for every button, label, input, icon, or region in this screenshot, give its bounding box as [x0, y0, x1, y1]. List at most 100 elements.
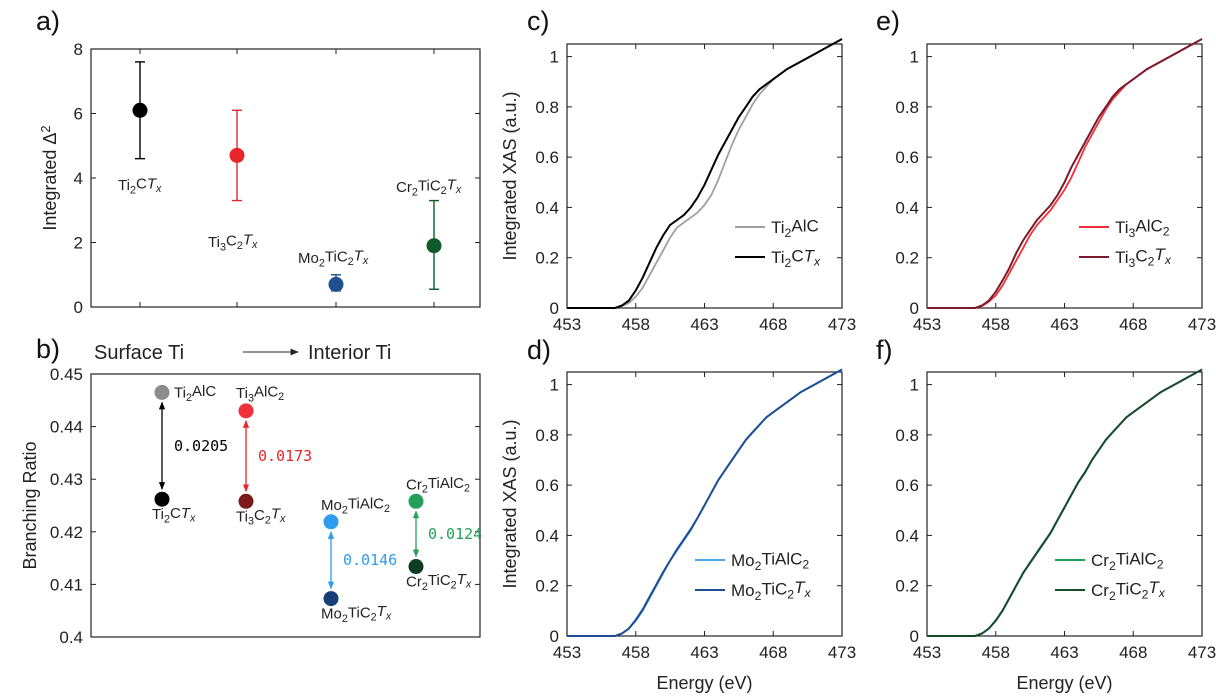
panel-label: b)	[36, 334, 60, 364]
panel-d: 0 0.2 0.4 0.6 0.8 1 453 458 463 468 473 d) Integrate…	[500, 335, 856, 693]
difference-label: 0.0205	[174, 437, 228, 455]
x-tick-label: 468	[759, 643, 787, 662]
point-label: Ti2CTx	[118, 176, 162, 197]
y-tick-label: 0	[550, 627, 559, 646]
x-tick-label: 453	[553, 643, 581, 662]
y-tick-label: 1	[550, 376, 559, 395]
x-tick-label: 463	[1050, 315, 1078, 334]
panel-label: c)	[527, 6, 550, 36]
mxene-label: Ti3C2Tx	[236, 506, 286, 528]
x-tick-label: 473	[1188, 315, 1216, 334]
data-point	[229, 147, 245, 163]
x-tick-label: 468	[1119, 643, 1147, 662]
x-axis-label: Energy (eV)	[1016, 673, 1112, 693]
x-tick-label: 473	[1188, 643, 1216, 662]
max-phase-label: Ti2AlC	[174, 383, 216, 404]
point-label: Cr2TiC2Tx	[396, 176, 462, 198]
legend-label: Ti3AlC2	[1115, 216, 1170, 239]
y-tick-label: 1	[910, 376, 919, 395]
y-tick-label: 1	[550, 48, 559, 67]
data-point-max-phase	[408, 493, 424, 509]
panel-label: a)	[36, 6, 60, 36]
panel-label: d)	[527, 335, 551, 365]
data-point-mxene	[408, 559, 424, 575]
x-tick-label: 453	[913, 643, 941, 662]
x-axis-label: Energy (eV)	[656, 673, 752, 693]
max-phase-label: Mo2TiAlC2	[321, 495, 390, 516]
y-tick-label: 0	[550, 299, 559, 318]
x-tick-label: 458	[982, 315, 1010, 334]
series-line	[567, 38, 843, 309]
data-point	[132, 102, 148, 118]
panel-label: e)	[876, 6, 900, 36]
data-point-max-phase	[154, 384, 170, 400]
y-tick-label: 0.2	[535, 577, 559, 596]
x-tick-label: 463	[1050, 643, 1078, 662]
y-tick-label: 0	[910, 627, 919, 646]
legend-label: Ti3C2Tx	[1115, 245, 1172, 270]
x-tick-label: 458	[622, 643, 650, 662]
y-tick-label: 0.2	[535, 249, 559, 268]
panel-c: 0 0.2 0.4 0.6 0.8 1 453 458 463 468 473 c) Integrate…	[500, 6, 856, 334]
data-point-max-phase	[323, 514, 339, 530]
x-tick-label: 468	[1119, 315, 1147, 334]
data-point-max-phase	[238, 403, 254, 419]
y-tick-label: 0.2	[895, 577, 919, 596]
series-line	[567, 38, 843, 309]
y-tick-label: 0.42	[50, 523, 83, 542]
series-line	[927, 38, 1203, 309]
point-label: Ti3C2Tx	[208, 231, 258, 253]
panel-label: f)	[876, 335, 893, 365]
y-tick-label: 0.4	[895, 526, 919, 545]
y-tick-label: 0.6	[535, 476, 559, 495]
data-point-mxene	[238, 493, 254, 509]
y-tick-label: 0.6	[895, 148, 919, 167]
series-line	[927, 368, 1203, 637]
x-tick-label: 473	[828, 643, 856, 662]
interior-caption: Interior Ti	[308, 342, 391, 364]
y-tick-label: 0.41	[50, 575, 83, 594]
mxene-label: Ti2CTx	[152, 505, 196, 526]
y-tick-label: 0.8	[535, 426, 559, 445]
plot-frame	[566, 43, 843, 309]
x-tick-label: 468	[759, 315, 787, 334]
plot-frame	[90, 373, 481, 638]
x-tick-label: 458	[982, 643, 1010, 662]
y-tick-label: 0.8	[895, 426, 919, 445]
y-tick-label: 0.4	[535, 526, 559, 545]
legend-label: Ti2CTx	[771, 246, 821, 269]
y-tick-label: 0	[910, 299, 919, 318]
panel-b: 0.4 0.41 0.42 0.43 0.44 0.45b) Branching Ratio…	[20, 334, 482, 647]
y-tick-label: 6	[74, 105, 83, 124]
difference-label: 0.0124	[428, 525, 482, 543]
point-label: Mo2TiC2Tx	[298, 247, 369, 269]
y-tick-label: 8	[74, 40, 83, 59]
y-tick-label: 0.45	[50, 365, 83, 384]
panel-f: 0 0.2 0.4 0.6 0.8 1 453 458 463 468 473 f) Energy (e…	[876, 335, 1216, 693]
y-tick-label: 0.8	[895, 98, 919, 117]
x-tick-label: 458	[622, 315, 650, 334]
legend-label: Ti2AlC	[771, 216, 819, 239]
max-phase-label: Cr2TiAlC2	[406, 475, 470, 496]
data-point-mxene	[323, 591, 339, 607]
x-tick-label: 463	[690, 643, 718, 662]
legend-label: Cr2TiC2Tx	[1091, 578, 1166, 603]
mxene-label: Mo2TiC2Tx	[321, 603, 392, 625]
x-tick-label: 473	[828, 315, 856, 334]
y-tick-label: 0.4	[535, 198, 559, 217]
y-tick-label: 0.2	[895, 249, 919, 268]
max-phase-label: Ti3AlC2	[236, 383, 284, 404]
x-tick-label: 453	[913, 315, 941, 334]
panel-a: 0 2 4 6 8 a) Integrated Δ2 Ti2CTx Ti3C2Tx Mo2TiC2…	[36, 6, 481, 364]
y-tick-label: 0.44	[50, 418, 83, 437]
x-tick-label: 463	[690, 315, 718, 334]
y-axis-label: Branching Ratio	[20, 441, 40, 569]
legend-label: Mo2TiC2Tx	[731, 578, 811, 603]
y-tick-label: 1	[910, 48, 919, 67]
y-tick-label: 0.6	[535, 148, 559, 167]
legend-label: Cr2TiAlC2	[1091, 549, 1164, 572]
y-axis-label: Integrated XAS (a.u.)	[500, 419, 520, 588]
y-tick-label: 0.6	[895, 476, 919, 495]
y-tick-label: 0.43	[50, 470, 83, 489]
